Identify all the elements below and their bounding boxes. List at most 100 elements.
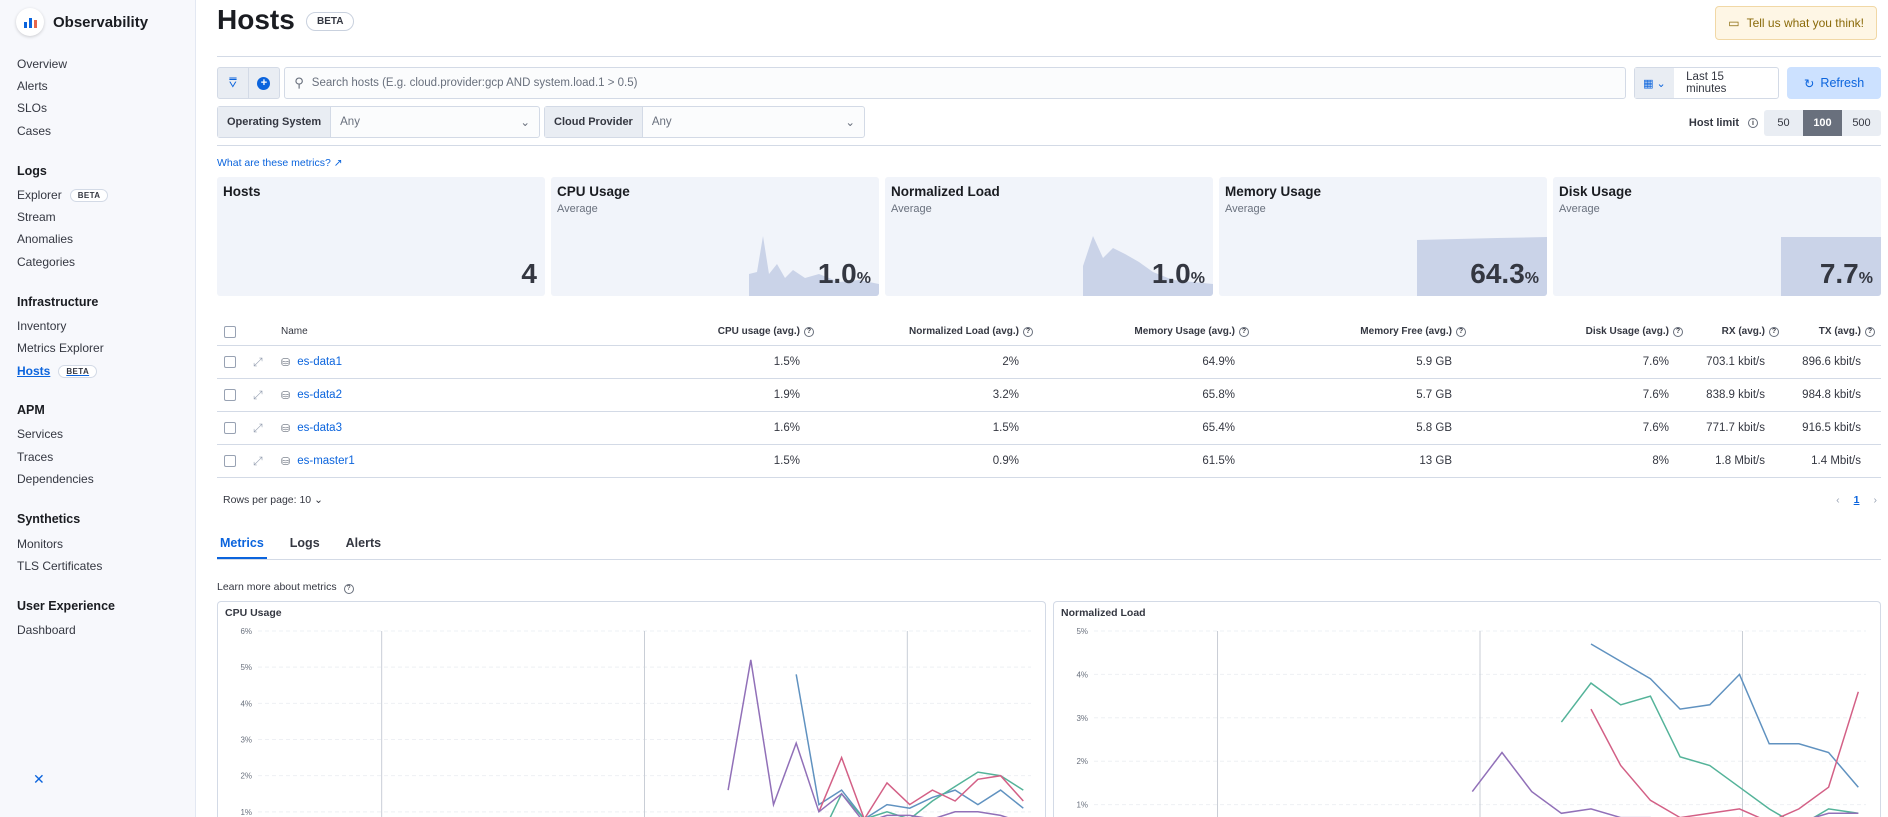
host-name-cell: ⛁ es-data1 (281, 346, 342, 378)
cell-rx: 1.8 Mbit/s (1715, 455, 1765, 467)
row-checkbox[interactable] (224, 379, 236, 411)
row-checkbox[interactable] (224, 445, 236, 477)
column-name[interactable]: Name (281, 326, 308, 337)
host-link[interactable]: es-data2 (297, 389, 342, 401)
column-load[interactable]: Normalized Load (avg.)? (909, 318, 1033, 345)
host-name-cell: ⛁ es-data3 (281, 412, 342, 444)
chevron-left-icon[interactable]: ‹ (1836, 494, 1840, 506)
host-limit-50[interactable]: 50 (1764, 110, 1803, 136)
sidebar-item-hosts[interactable]: Hosts BETA (17, 364, 98, 378)
search-input[interactable]: ⚲ Search hosts (E.g. cloud.provider:gcp … (284, 67, 1626, 99)
nav-group-infrastructure: Infrastructure (17, 295, 99, 309)
learn-more-link[interactable]: Learn more about metrics ? (217, 581, 354, 594)
host-link[interactable]: es-data3 (297, 422, 342, 434)
tab-alerts[interactable]: Alerts (345, 536, 382, 550)
y-tick-label: 6% (240, 627, 252, 636)
tab-metrics[interactable]: Metrics (217, 533, 267, 559)
rows-per-page-select[interactable]: Rows per page: 10 ⌄ (223, 494, 323, 506)
series-line-2 (1560, 682, 1859, 817)
operating-system-filter[interactable]: Operating System Any ⌄ (217, 106, 540, 138)
kpi-value: 4 (521, 258, 537, 290)
kpi-value: 1.0% (1152, 258, 1205, 290)
row-checkbox[interactable] (224, 346, 236, 378)
y-tick-label: 1% (1076, 801, 1088, 810)
sidebar-item-cases[interactable]: Cases (17, 124, 51, 138)
cell-tx: 896.6 kbit/s (1802, 356, 1861, 368)
column-tx[interactable]: TX (avg.)? (1819, 318, 1875, 345)
cell-memory: 61.5% (1202, 455, 1235, 467)
feedback-button[interactable]: ▭ Tell us what you think! (1715, 6, 1877, 40)
brand[interactable]: Observability (16, 8, 148, 36)
info-icon[interactable]: i (1748, 118, 1758, 128)
comment-icon: ▭ (1728, 16, 1740, 30)
sidebar-item-stream[interactable]: Stream (17, 210, 56, 224)
expand-icon[interactable]: ⤢ (253, 420, 263, 435)
sidebar-item-monitors[interactable]: Monitors (17, 537, 63, 551)
host-link[interactable]: es-master1 (297, 455, 355, 467)
cpu-usage-chart: CPU Usage 6% 5% 4% 3% 2% 1% (217, 601, 1046, 817)
host-limit-500[interactable]: 500 (1842, 110, 1881, 136)
kpi-cpu-usage: CPU Usage Average 1.0% (551, 177, 879, 296)
sidebar-item-services[interactable]: Services (17, 427, 63, 441)
column-label: CPU usage (avg.) (717, 326, 800, 337)
kpi-number: 4 (521, 258, 537, 289)
refresh-button[interactable]: ↻ Refresh (1787, 67, 1881, 99)
cell-load: 0.9% (992, 455, 1019, 467)
calendar-icon[interactable]: ▦ ⌄ (1634, 68, 1675, 98)
help-icon: ? (1239, 326, 1249, 337)
sidebar-item-metrics-explorer[interactable]: Metrics Explorer (17, 341, 104, 355)
sidebar-item-traces[interactable]: Traces (17, 450, 53, 464)
sidebar-item-tls-certificates[interactable]: TLS Certificates (17, 559, 102, 573)
page-1-button[interactable]: 1 (1853, 494, 1860, 506)
table-row: ⤢ ⛁ es-data2 1.9% 3.2% 65.8% 5.7 GB 7.6% 838.9 k… (217, 379, 1881, 412)
filter-menu-button[interactable]: ⩢ (217, 67, 249, 99)
page-title: Hosts (217, 4, 295, 35)
expand-icon[interactable]: ⤢ (253, 387, 263, 402)
add-filter-button[interactable]: + (248, 67, 281, 99)
sidebar-item-overview[interactable]: Overview (17, 57, 67, 71)
cell-tx: 1.4 Mbit/s (1811, 455, 1861, 467)
app-title: Observability (53, 13, 149, 31)
normalized-load-svg: 5% 4% 3% 2% 1% (1076, 627, 1866, 817)
sidebar-item-categories[interactable]: Categories (17, 255, 75, 269)
column-label: Memory Free (avg.) (1360, 326, 1452, 337)
kpi-normalized-load: Normalized Load Average 1.0% (885, 177, 1213, 296)
close-icon[interactable]: ✕ (33, 771, 45, 787)
column-cpu[interactable]: CPU usage (avg.)? (718, 318, 814, 345)
cloud-provider-filter[interactable]: Cloud Provider Any ⌄ (544, 106, 865, 138)
date-range[interactable]: Last 15 minutes (1686, 71, 1727, 95)
sidebar-item-anomalies[interactable]: Anomalies (17, 232, 73, 246)
select-all-checkbox[interactable] (224, 318, 236, 345)
kpi-unit: % (1190, 270, 1205, 287)
host-link[interactable]: es-data1 (297, 356, 342, 368)
kpi-hosts: Hosts 4 (217, 177, 545, 296)
date-picker[interactable]: ▦ ⌄ Last 15 minutes (1633, 67, 1780, 99)
series-line-3 (1590, 691, 1860, 817)
sidebar-item-label: Dependencies (17, 472, 94, 486)
sidebar-item-dependencies[interactable]: Dependencies (17, 472, 94, 486)
metrics-help-link[interactable]: What are these metrics? ↗ (217, 157, 343, 169)
filter-label: Cloud Provider (545, 107, 643, 137)
expand-icon[interactable]: ⤢ (253, 453, 263, 468)
help-icon: ? (1456, 326, 1466, 337)
column-rx[interactable]: RX (avg.)? (1722, 318, 1779, 345)
nav-group-logs: Logs (17, 164, 47, 178)
sidebar-item-explorer[interactable]: Explorer BETA (17, 188, 109, 202)
expand-icon[interactable]: ⤢ (253, 354, 263, 369)
sidebar-item-slos[interactable]: SLOs (17, 101, 47, 115)
feedback-label: Tell us what you think! (1746, 16, 1864, 30)
chevron-right-icon[interactable]: › (1873, 494, 1878, 506)
column-disk[interactable]: Disk Usage (avg.)? (1586, 318, 1683, 345)
host-limit-100[interactable]: 100 (1803, 110, 1842, 136)
column-memory-free[interactable]: Memory Free (avg.)? (1360, 318, 1466, 345)
help-icon: ? (343, 583, 354, 594)
host-icon: ⛁ (281, 356, 291, 369)
sidebar-item-alerts[interactable]: Alerts (17, 79, 48, 93)
sparkline (1083, 236, 1213, 296)
column-memory[interactable]: Memory Usage (avg.)? (1134, 318, 1249, 345)
sidebar-item-inventory[interactable]: Inventory (17, 319, 66, 333)
sidebar-item-dashboard[interactable]: Dashboard (17, 623, 76, 637)
nav-group-synthetics: Synthetics (17, 512, 81, 526)
row-checkbox[interactable] (224, 412, 236, 444)
tab-logs[interactable]: Logs (289, 536, 320, 550)
